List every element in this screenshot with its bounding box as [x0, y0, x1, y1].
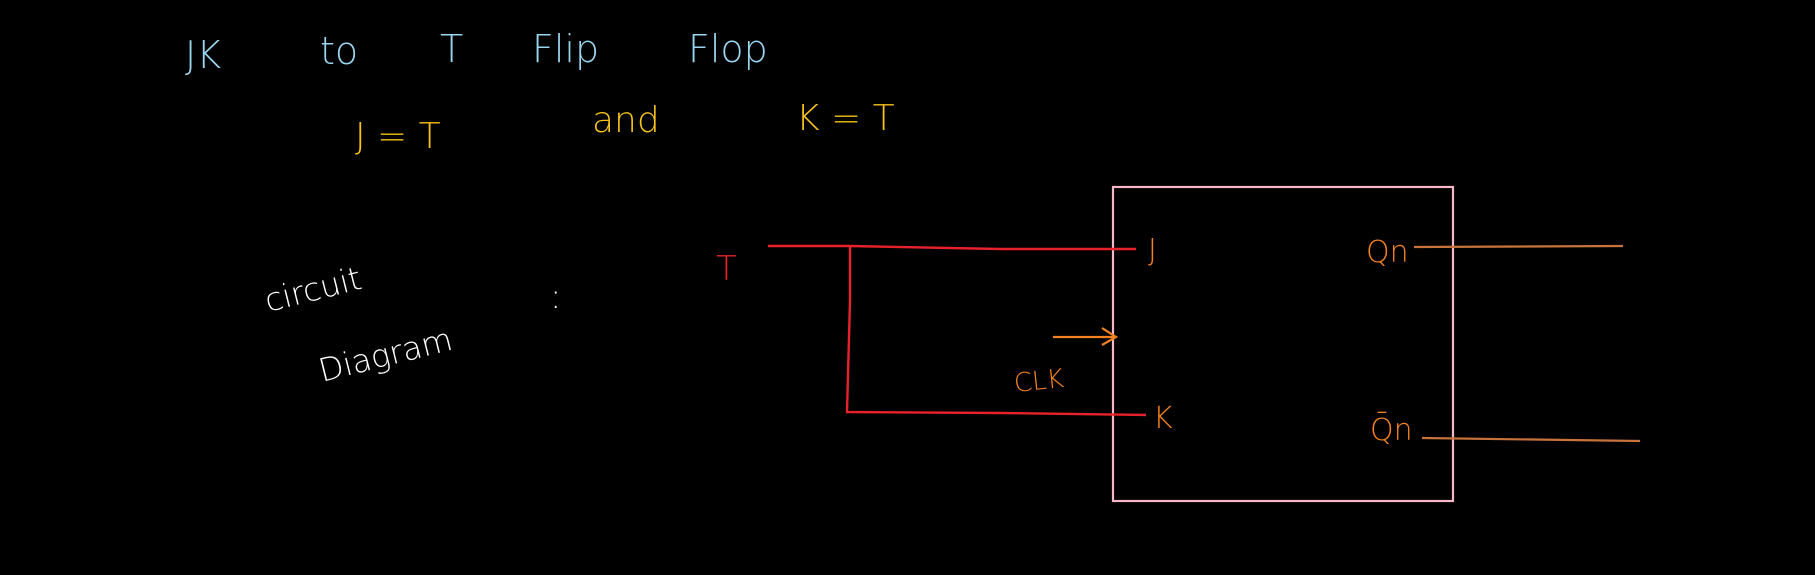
heading-word-4: Flip	[532, 27, 599, 71]
q-output-wire	[1413, 244, 1624, 249]
equation-connector: and	[592, 100, 660, 141]
circuit-diagram: T J K CLK Qn Q̄n	[716, 185, 1641, 503]
flip-flop-box	[1111, 185, 1455, 503]
pin-label-clk: CLK	[1013, 364, 1066, 399]
circuit-label: circuit Diagram :	[261, 259, 562, 390]
input-label-t: T	[716, 249, 737, 289]
heading-word-3: T	[440, 27, 463, 71]
pin-label-j: J	[1148, 233, 1157, 268]
equation: J = T and K = T	[355, 98, 895, 157]
heading-word-1: JK	[185, 33, 221, 77]
circuit-label-colon: :	[550, 277, 561, 317]
circuit-label-line1: circuit	[261, 259, 366, 320]
pin-label-q-bar: Q̄n	[1370, 411, 1413, 448]
equation-left: J = T	[355, 116, 441, 157]
q-bar-output-wire	[1421, 436, 1641, 443]
t-branch-to-k-wire	[845, 246, 1147, 417]
equation-right: K = T	[796, 98, 895, 139]
pin-labels: J K CLK Qn Q̄n	[1013, 233, 1413, 448]
pin-label-k: K	[1153, 401, 1173, 436]
heading: JK to T Flip Flop	[185, 27, 768, 77]
clock-arrow-icon	[1053, 327, 1119, 346]
heading-word-2: to	[320, 29, 358, 73]
heading-word-5: Flop	[688, 27, 768, 71]
pin-label-q: Qn	[1366, 235, 1409, 270]
t-to-j-wire	[768, 244, 1136, 251]
circuit-label-line2: Diagram	[315, 320, 456, 390]
